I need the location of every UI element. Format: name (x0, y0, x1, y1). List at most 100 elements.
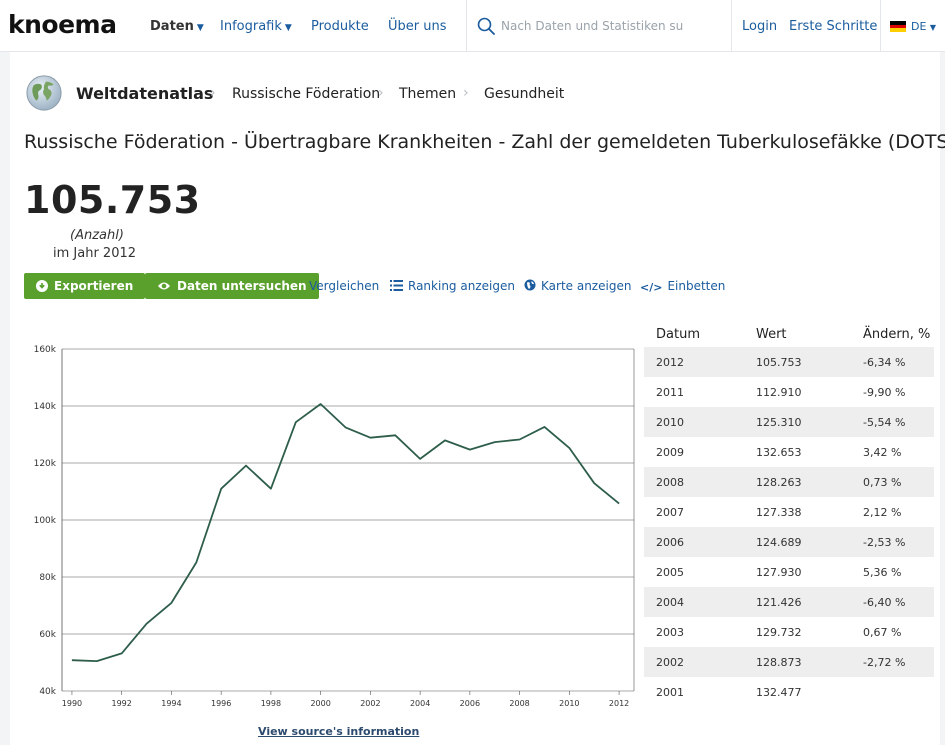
table-row: 2010 125.310 -5,54 % (644, 407, 934, 437)
breadcrumb-separator-icon: › (463, 85, 469, 101)
embed-link[interactable]: </> Einbetten (640, 279, 725, 294)
german-flag-icon[interactable] (890, 21, 906, 32)
cell-value: 112.910 (756, 385, 802, 399)
nav-daten-label: Daten (150, 19, 194, 34)
column-header-date[interactable]: Datum (656, 326, 700, 342)
cell-date: 2002 (656, 655, 684, 669)
nav-infografik-label: Infografik (220, 19, 282, 34)
cell-date: 2010 (656, 415, 684, 429)
first-steps-link[interactable]: Erste Schritte (789, 19, 878, 34)
cell-value: 124.689 (756, 535, 802, 549)
export-label: Exportieren (54, 279, 134, 293)
search-input[interactable] (501, 14, 721, 38)
cell-date: 2003 (656, 625, 684, 639)
map-label: Karte anzeigen (541, 279, 632, 293)
login-link[interactable]: Login (742, 19, 778, 34)
cell-change: -6,34 % (863, 355, 906, 369)
cell-date: 2008 (656, 475, 684, 489)
top-navigation: knoema Daten ▼ Infografik ▼ Produkte Über … (0, 0, 945, 52)
search-icon[interactable] (477, 17, 495, 35)
page-title: Russische Föderation - Übertragbare Kran… (24, 131, 945, 153)
breadcrumb-weltdatenatlas[interactable]: Weltdatenatlas (76, 84, 214, 103)
explore-data-button[interactable]: Daten untersuchen (145, 273, 319, 299)
cell-value: 132.653 (756, 445, 802, 459)
cell-date: 2012 (656, 355, 684, 369)
divider (880, 0, 881, 52)
embed-label: Einbetten (667, 279, 726, 293)
ranking-link[interactable]: Ranking anzeigen (390, 279, 515, 293)
cell-date: 2007 (656, 505, 684, 519)
nav-produkte[interactable]: Produkte (311, 19, 369, 34)
compare-link[interactable]: Vergleichen (309, 279, 380, 293)
breadcrumb-country[interactable]: Russische Föderation (232, 86, 381, 102)
cell-value: 125.310 (756, 415, 802, 429)
view-source-link[interactable]: View source's information (258, 725, 420, 738)
globe-icon[interactable] (25, 74, 63, 112)
cell-value: 128.873 (756, 655, 802, 669)
x-tick-label: 2000 (310, 699, 330, 708)
breadcrumb-separator-icon: › (210, 85, 216, 101)
table-row: 2003 129.732 0,67 % (644, 617, 934, 647)
x-tick-label: 2012 (609, 699, 629, 708)
chevron-down-icon: ▼ (929, 23, 937, 32)
line-chart: 40k 60k 80k 100k 120k 140k 160k 1990 1992 1994 199… (34, 345, 635, 708)
table-body: 2012 105.753 -6,34 % 2011 112.910 -9,90 % 2010… (644, 347, 934, 707)
cell-date: 2009 (656, 445, 684, 459)
eye-icon (158, 282, 170, 290)
export-button[interactable]: Exportieren (24, 273, 146, 299)
divider (731, 0, 732, 52)
cell-date: 2001 (656, 685, 684, 699)
explore-data-label: Daten untersuchen (177, 279, 307, 293)
cell-change: -6,40 % (863, 595, 906, 609)
table-row: 2006 124.689 -2,53 % (644, 527, 934, 557)
ranking-label: Ranking anzeigen (408, 279, 515, 293)
code-icon: </> (640, 281, 663, 294)
table-row: 2009 132.653 3,42 % (644, 437, 934, 467)
table-row: 2005 127.930 5,36 % (644, 557, 934, 587)
language-selector[interactable]: DE ▼ (911, 20, 936, 33)
column-header-value[interactable]: Wert (756, 326, 787, 342)
cell-change: 5,36 % (863, 565, 902, 579)
cell-change: 0,67 % (863, 625, 902, 639)
cell-change: 0,73 % (863, 475, 902, 489)
data-table: Datum Wert Ändern, % 2012 105.753 -6,34 % 2… (644, 321, 934, 707)
x-tick-label: 1996 (211, 699, 231, 708)
x-tick-label: 2010 (559, 699, 579, 708)
globe-small-icon (524, 279, 536, 291)
x-tick-label: 2004 (410, 699, 430, 708)
column-header-change[interactable]: Ändern, % (863, 326, 931, 342)
x-tick-label: 2002 (360, 699, 380, 708)
map-link[interactable]: Karte anzeigen (524, 279, 631, 293)
knoema-logo[interactable]: knoema (8, 10, 117, 39)
cell-date: 2011 (656, 385, 684, 399)
cell-value: 128.263 (756, 475, 802, 489)
breadcrumb-gesundheit[interactable]: Gesundheit (484, 86, 565, 102)
cell-value: 132.477 (756, 685, 802, 699)
chevron-down-icon: ▼ (196, 23, 204, 33)
y-tick-label: 140k (34, 402, 57, 412)
table-row: 2012 105.753 -6,34 % (644, 347, 934, 377)
cell-change: -2,53 % (863, 535, 906, 549)
cell-date: 2006 (656, 535, 684, 549)
cell-value: 127.338 (756, 505, 802, 519)
nav-ueber-uns[interactable]: Über uns (388, 19, 447, 34)
x-tick-label: 2006 (460, 699, 480, 708)
headline-unit: (Anzahl) (70, 228, 124, 243)
x-tick-label: 1994 (161, 699, 181, 708)
cell-value: 121.426 (756, 595, 802, 609)
x-tick-label: 1992 (112, 699, 132, 708)
cell-value: 105.753 (756, 355, 802, 369)
nav-infografik[interactable]: Infografik ▼ (220, 19, 292, 34)
download-icon (36, 280, 48, 292)
headline-value: 105.753 (24, 178, 201, 222)
divider (466, 0, 467, 52)
y-tick-label: 160k (34, 345, 57, 355)
language-label: DE (911, 20, 927, 33)
table-header: Datum Wert Ändern, % (644, 321, 934, 347)
nav-daten[interactable]: Daten ▼ (150, 19, 204, 34)
table-row: 2007 127.338 2,12 % (644, 497, 934, 527)
list-icon (390, 280, 403, 291)
cell-change: 2,12 % (863, 505, 902, 519)
breadcrumb-themen[interactable]: Themen (399, 86, 457, 102)
page-margin-left (0, 52, 10, 745)
